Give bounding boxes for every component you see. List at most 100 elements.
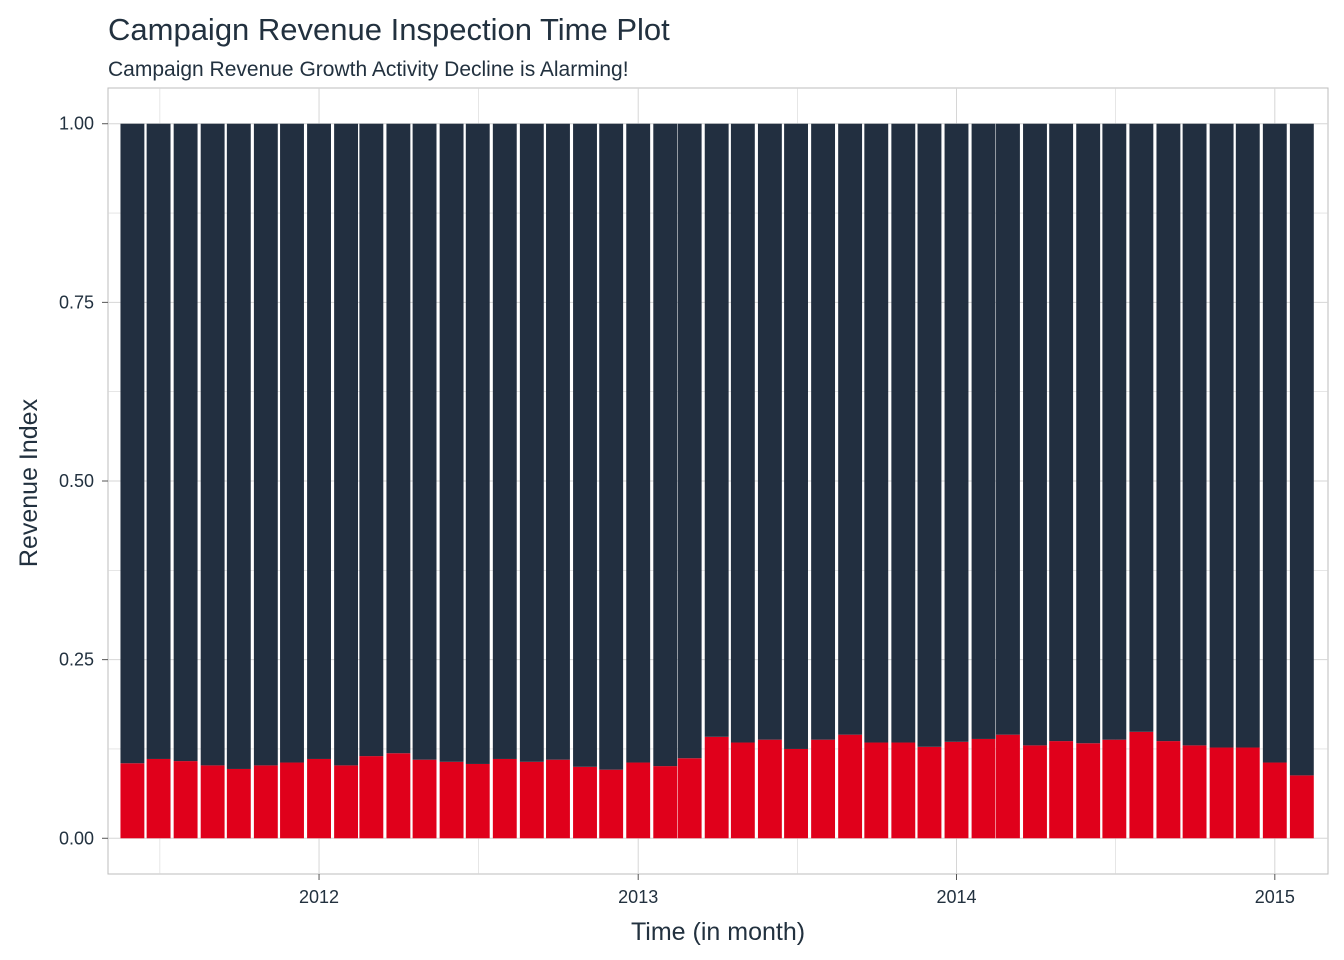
bar-segment-top — [757, 123, 782, 740]
x-axis-title: Time (in month) — [631, 918, 805, 946]
bar-segment-top — [1049, 123, 1074, 742]
bar-segment-bottom — [519, 761, 544, 839]
bar-segment-bottom — [1156, 741, 1181, 839]
bar-segment-top — [307, 123, 331, 759]
bar-segment-top — [944, 123, 969, 742]
bars — [120, 123, 1314, 839]
bar-segment-bottom — [730, 742, 755, 839]
bar-segment-top — [492, 123, 517, 759]
bar-segment-top — [1076, 123, 1101, 744]
x-axis-ticks: 2012 2013 2014 2015 — [299, 874, 1295, 907]
bar-segment-top — [465, 123, 490, 764]
bar-segment-bottom — [146, 758, 171, 839]
bar-segment-top — [1156, 123, 1181, 742]
bar-segment-bottom — [1209, 747, 1234, 839]
bar-segment-top — [864, 123, 889, 743]
bar-segment-bottom — [811, 739, 836, 839]
y-axis-title: Revenue Index — [15, 398, 43, 567]
bar-segment-top — [200, 123, 225, 766]
x-tick-label: 2015 — [1255, 887, 1295, 907]
bar-segment-bottom — [359, 756, 384, 839]
bar-segment-bottom — [173, 761, 198, 839]
bar-segment-bottom — [334, 765, 359, 839]
bar-segment-bottom — [1129, 731, 1154, 839]
bar-segment-top — [599, 123, 624, 770]
bar-segment-bottom — [838, 734, 863, 839]
bar-segment-top — [626, 123, 651, 763]
bar-segment-bottom — [1102, 739, 1127, 839]
y-tick-label: 0.25 — [59, 650, 94, 670]
bar-segment-bottom — [200, 765, 225, 839]
y-axis-ticks: 0.00 0.25 0.50 0.75 1.00 — [59, 114, 108, 848]
bar-segment-bottom — [704, 736, 729, 839]
bar-segment-top — [1023, 123, 1047, 746]
bar-segment-top — [173, 123, 198, 762]
bar-segment-top — [146, 123, 171, 759]
bar-segment-top — [1182, 123, 1207, 746]
bar-segment-bottom — [439, 761, 464, 839]
bar-segment-bottom — [599, 769, 624, 839]
bar-segment-top — [653, 123, 678, 767]
bar-segment-top — [1129, 123, 1154, 732]
x-tick-label: 2014 — [936, 887, 976, 907]
bar-segment-top — [120, 123, 145, 764]
bar-segment-top — [519, 123, 544, 762]
bar-segment-bottom — [1235, 747, 1260, 839]
bar-segment-top — [280, 123, 304, 763]
bar-segment-bottom — [891, 742, 916, 839]
bar-segment-bottom — [307, 758, 331, 839]
bar-segment-bottom — [465, 763, 490, 839]
y-tick-label: 0.50 — [59, 471, 94, 491]
bar-segment-top — [1289, 123, 1314, 776]
bar-segment-bottom — [1262, 762, 1287, 839]
bar-segment-bottom — [757, 739, 782, 839]
bar-segment-top — [811, 123, 836, 740]
bar-segment-bottom — [280, 762, 304, 839]
y-tick-label: 0.00 — [59, 828, 94, 848]
bar-segment-top — [971, 123, 996, 739]
bar-segment-top — [573, 123, 597, 767]
chart-subtitle: Campaign Revenue Growth Activity Decline… — [108, 58, 629, 81]
bar-segment-bottom — [1076, 743, 1101, 839]
bar-segment-top — [917, 123, 942, 747]
bar-segment-bottom — [1023, 745, 1047, 839]
bar-segment-top — [677, 123, 702, 759]
bar-segment-top — [1235, 123, 1260, 748]
bar-segment-top — [1209, 123, 1234, 748]
bar-segment-bottom — [784, 748, 808, 839]
bar-segment-bottom — [1049, 741, 1074, 839]
bar-segment-bottom — [412, 759, 437, 839]
bar-segment-top — [334, 123, 359, 766]
bar-segment-bottom — [996, 734, 1020, 839]
bar-segment-top — [412, 123, 437, 760]
bar-segment-bottom — [1182, 745, 1207, 839]
bar-segment-bottom — [386, 753, 411, 839]
bar-segment-bottom — [653, 766, 678, 839]
bar-segment-top — [996, 123, 1020, 735]
bar-segment-top — [386, 123, 411, 754]
bar-segment-top — [253, 123, 278, 766]
bar-segment-bottom — [917, 746, 942, 839]
bar-segment-top — [891, 123, 916, 743]
bar-segment-bottom — [626, 762, 651, 839]
x-tick-label: 2013 — [618, 887, 658, 907]
bar-segment-bottom — [492, 758, 517, 839]
bar-segment-bottom — [677, 758, 702, 839]
bar-segment-bottom — [864, 742, 889, 839]
bar-segment-top — [1262, 123, 1287, 763]
bar-segment-top — [838, 123, 863, 735]
bar-segment-bottom — [226, 768, 251, 839]
bar-segment-bottom — [1289, 775, 1314, 839]
bar-segment-bottom — [120, 763, 145, 839]
y-tick-label: 0.75 — [59, 292, 94, 312]
bar-segment-top — [704, 123, 729, 737]
y-tick-label: 1.00 — [59, 114, 94, 134]
bar-segment-top — [1102, 123, 1127, 740]
bar-segment-top — [439, 123, 464, 762]
x-tick-label: 2012 — [299, 887, 339, 907]
bar-segment-bottom — [253, 765, 278, 839]
bar-segment-top — [730, 123, 755, 743]
bar-segment-top — [226, 123, 251, 769]
bar-segment-bottom — [944, 741, 969, 839]
